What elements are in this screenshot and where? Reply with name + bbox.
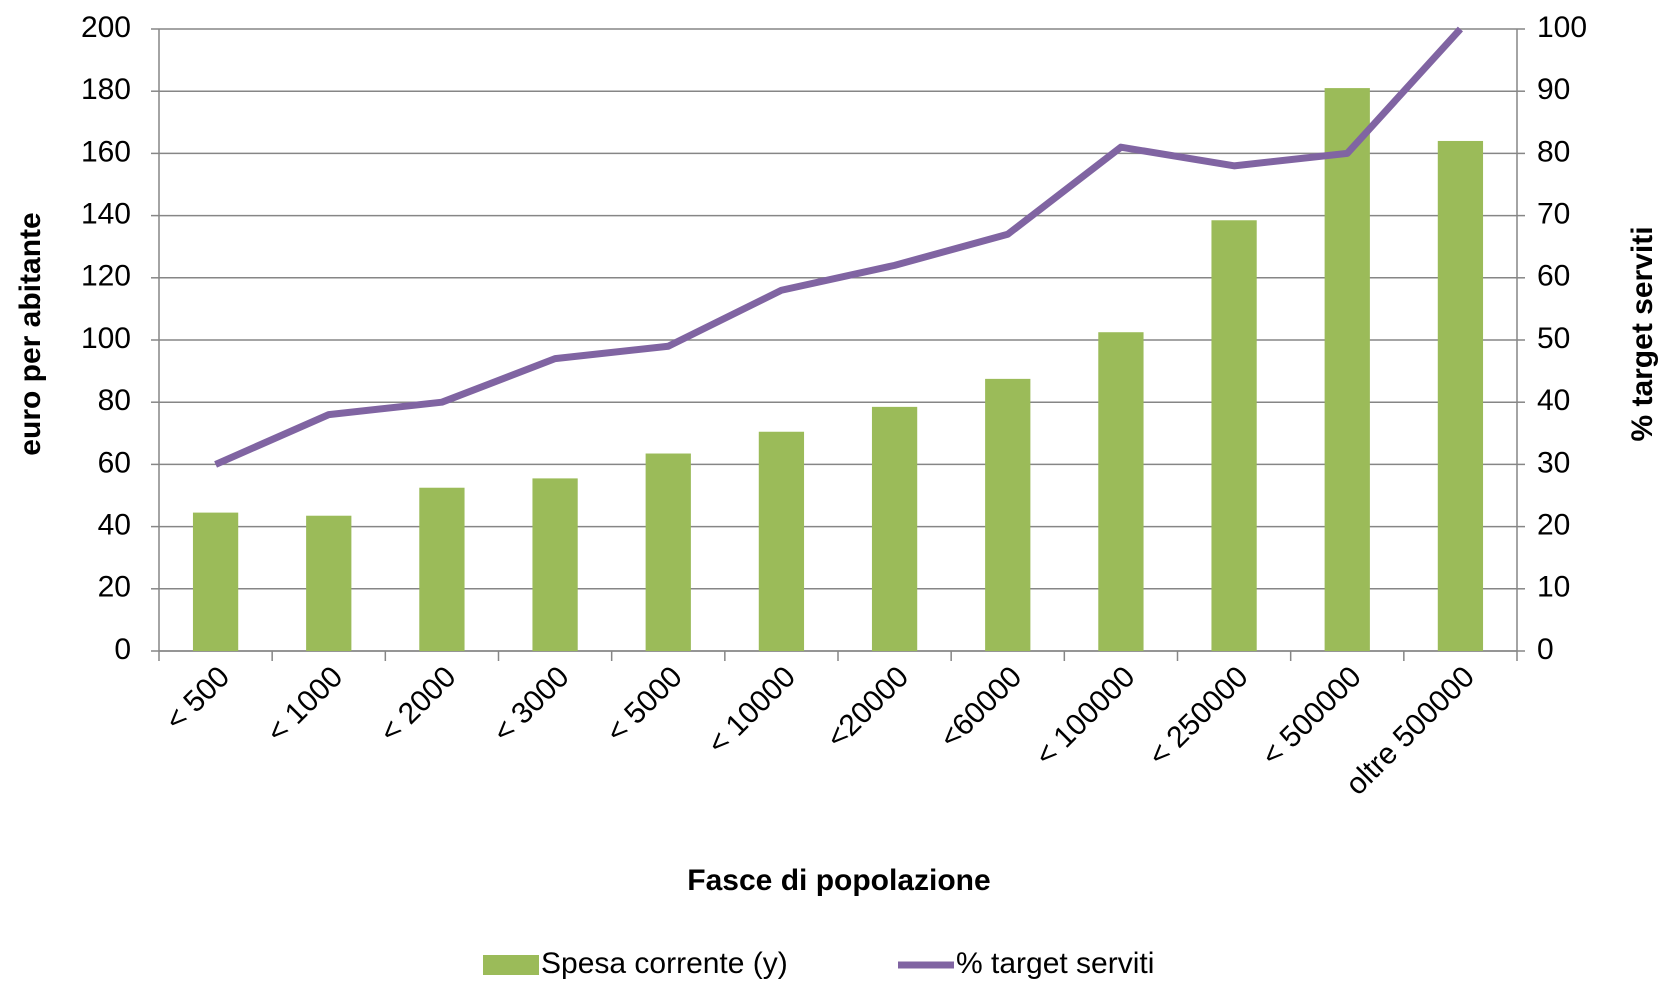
bar [645, 453, 691, 651]
bar [306, 515, 352, 651]
y-tick-label: 140 [81, 198, 131, 231]
x-tick-label: < 100000 [1029, 660, 1141, 772]
y2-tick-label: 100 [1537, 11, 1587, 44]
bar [985, 378, 1031, 651]
y-tick-label: 60 [98, 446, 131, 479]
bar [192, 512, 239, 651]
y2-tick-label: 90 [1537, 73, 1570, 106]
y-tick-label: 80 [98, 384, 131, 417]
bar [1098, 332, 1144, 651]
x-tick-label: < 500 [159, 660, 236, 737]
line [214, 26, 1464, 468]
x-tick-label: <20000 [820, 660, 915, 755]
y-tick-label: 20 [98, 571, 131, 604]
bar [1324, 88, 1370, 652]
x-tick-label: < 250000 [1142, 660, 1254, 772]
legend-label: % target serviti [956, 947, 1154, 980]
y-tick-label: 200 [81, 11, 131, 44]
y2-tick-label: 70 [1537, 198, 1570, 231]
x-tick-label: < 1000 [260, 660, 349, 749]
y-tick-label: 40 [98, 509, 131, 542]
bar [1437, 140, 1484, 651]
x-axis-title: Fasce di popolazione [687, 864, 990, 897]
y2-axis-title: % target serviti [1626, 226, 1659, 441]
x-tick-label: < 2000 [374, 660, 463, 749]
x-tick-label: <60000 [934, 660, 1029, 755]
y-axis-title: euro per abitante [14, 212, 47, 455]
bar [758, 431, 805, 651]
bar [871, 406, 918, 651]
y-tick-label: 160 [81, 135, 131, 168]
y2-tick-label: 50 [1537, 322, 1570, 355]
legend-label: Spesa corrente (y) [541, 947, 788, 980]
legend-swatch [483, 955, 539, 975]
y-tick-label: 100 [81, 322, 131, 355]
y-tick-label: 0 [114, 633, 131, 666]
x-tick-label: < 3000 [487, 660, 576, 749]
x-tick-label: < 500000 [1255, 660, 1367, 772]
y2-tick-label: 20 [1537, 509, 1570, 542]
bar [1211, 220, 1257, 651]
y2-tick-label: 80 [1537, 135, 1570, 168]
y2-tick-label: 60 [1537, 260, 1570, 293]
y2-tick-label: 40 [1537, 384, 1570, 417]
bar [419, 487, 465, 651]
y2-tick-label: 0 [1537, 633, 1554, 666]
x-tick-label: < 10000 [701, 660, 802, 761]
bar [532, 478, 578, 651]
y-tick-label: 120 [81, 260, 131, 293]
x-tick-label: < 5000 [600, 660, 689, 749]
y2-tick-label: 10 [1537, 571, 1570, 604]
y-tick-label: 180 [81, 73, 131, 106]
y2-tick-label: 30 [1537, 446, 1570, 479]
